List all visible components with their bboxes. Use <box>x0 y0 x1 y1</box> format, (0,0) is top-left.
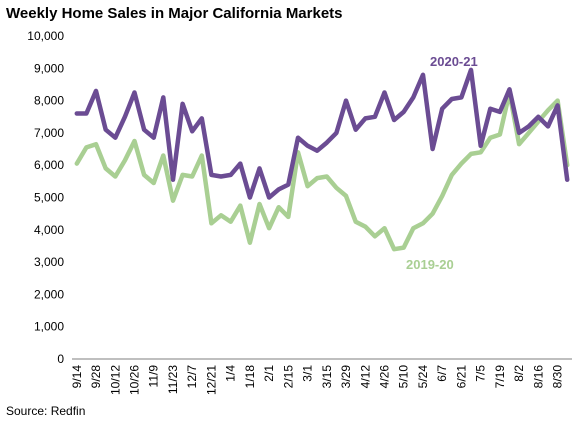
y-tick-label: 4,000 <box>34 223 64 237</box>
x-tick-label: 6/21 <box>454 365 468 389</box>
series-lines <box>74 67 570 252</box>
y-tick-label: 5,000 <box>34 191 64 205</box>
y-tick-label: 1,000 <box>34 320 64 334</box>
x-tick-label: 8/2 <box>512 365 526 382</box>
x-tick-label: 5/10 <box>397 365 411 389</box>
x-tick-label: 6/7 <box>435 365 449 382</box>
x-tick-label: 9/14 <box>70 365 84 389</box>
x-tick-label: 3/15 <box>320 365 334 389</box>
x-tick-label: 2/15 <box>281 365 295 389</box>
x-tick-label: 1/4 <box>224 365 238 382</box>
x-tick-label: 1/18 <box>243 365 257 389</box>
x-tick-label: 7/5 <box>474 365 488 382</box>
x-tick-label: 8/16 <box>531 365 545 389</box>
x-tick-label: 2/1 <box>262 365 276 382</box>
x-axis-labels: 9/14 9/28 10/12 10/26 11/9 11/23 12/7 12/21 1/4 1… <box>70 365 565 395</box>
chart-source: Source: Redfin <box>6 404 86 418</box>
series-line-2020-21 <box>74 67 570 200</box>
x-tick-label: 9/28 <box>89 365 103 389</box>
x-tick-label: 8/30 <box>551 365 565 389</box>
x-tick-label: 3/1 <box>301 365 315 382</box>
x-tick-label: 10/26 <box>128 365 142 395</box>
series-label-2019-20: 2019-20 <box>406 257 454 272</box>
x-tick-label: 5/24 <box>416 365 430 389</box>
x-tick-label: 3/29 <box>339 365 353 389</box>
y-axis-labels: 0 1,000 2,000 3,000 4,000 5,000 6,000 7,000 8,00… <box>27 29 64 366</box>
y-tick-label: 9,000 <box>34 61 64 75</box>
series-line-2019-20 <box>74 90 570 252</box>
x-tick-label: 12/21 <box>204 365 218 395</box>
y-tick-label: 10,000 <box>27 29 64 43</box>
y-tick-label: 3,000 <box>34 255 64 269</box>
x-tick-label: 7/19 <box>493 365 507 389</box>
x-tick-label: 11/23 <box>166 365 180 394</box>
series-labels: 2020-21 2019-20 <box>406 54 478 272</box>
x-tick-label: 10/12 <box>108 365 122 395</box>
y-tick-label: 0 <box>57 352 64 366</box>
series-label-2020-21: 2020-21 <box>430 54 478 69</box>
y-tick-label: 2,000 <box>34 287 64 301</box>
x-tick-label: 11/9 <box>147 365 161 388</box>
y-tick-label: 6,000 <box>34 158 64 172</box>
chart-title: Weekly Home Sales in Major California Ma… <box>6 5 343 22</box>
x-tick-label: 12/7 <box>185 365 199 389</box>
x-tick-label: 4/12 <box>358 365 372 389</box>
y-tick-label: 7,000 <box>34 126 64 140</box>
y-tick-label: 8,000 <box>34 94 64 108</box>
x-tick-label: 4/26 <box>378 365 392 389</box>
